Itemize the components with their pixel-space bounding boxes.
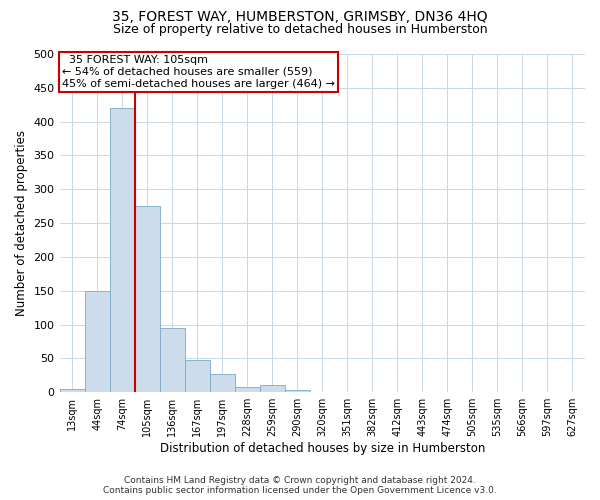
X-axis label: Distribution of detached houses by size in Humberston: Distribution of detached houses by size … — [160, 442, 485, 455]
Bar — [260, 386, 285, 392]
Bar — [185, 360, 209, 392]
Bar — [209, 374, 235, 392]
Bar — [59, 389, 85, 392]
Bar — [134, 206, 160, 392]
Text: 35, FOREST WAY, HUMBERSTON, GRIMSBY, DN36 4HQ: 35, FOREST WAY, HUMBERSTON, GRIMSBY, DN3… — [112, 10, 488, 24]
Text: 35 FOREST WAY: 105sqm
← 54% of detached houses are smaller (559)
45% of semi-det: 35 FOREST WAY: 105sqm ← 54% of detached … — [62, 56, 335, 88]
Bar — [285, 390, 310, 392]
Bar — [160, 328, 185, 392]
Bar — [235, 388, 260, 392]
Text: Contains HM Land Registry data © Crown copyright and database right 2024.
Contai: Contains HM Land Registry data © Crown c… — [103, 476, 497, 495]
Bar — [85, 290, 110, 392]
Y-axis label: Number of detached properties: Number of detached properties — [15, 130, 28, 316]
Bar — [110, 108, 134, 392]
Text: Size of property relative to detached houses in Humberston: Size of property relative to detached ho… — [113, 22, 487, 36]
